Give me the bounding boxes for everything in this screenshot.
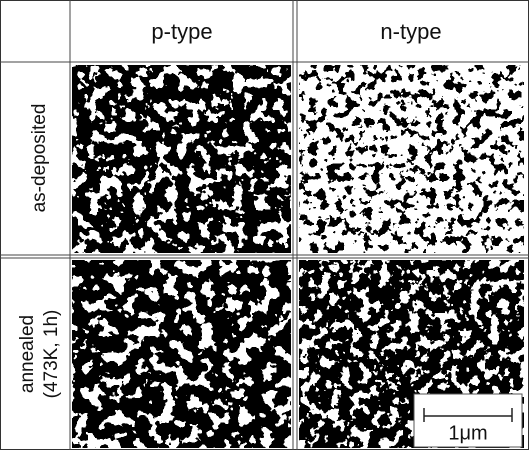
column-header: p-type bbox=[151, 19, 212, 44]
scale-bar-label: 1μm bbox=[448, 422, 487, 444]
row-label: annealed bbox=[17, 315, 38, 393]
row-label: as-deposited bbox=[29, 104, 50, 213]
micrograph bbox=[299, 65, 524, 253]
micrograph bbox=[72, 65, 291, 253]
scale-bar-box bbox=[413, 393, 523, 448]
scale-bar bbox=[423, 408, 513, 422]
row-label: (473K, 1h) bbox=[41, 310, 62, 399]
micrograph bbox=[72, 260, 291, 448]
column-header: n-type bbox=[380, 19, 441, 44]
